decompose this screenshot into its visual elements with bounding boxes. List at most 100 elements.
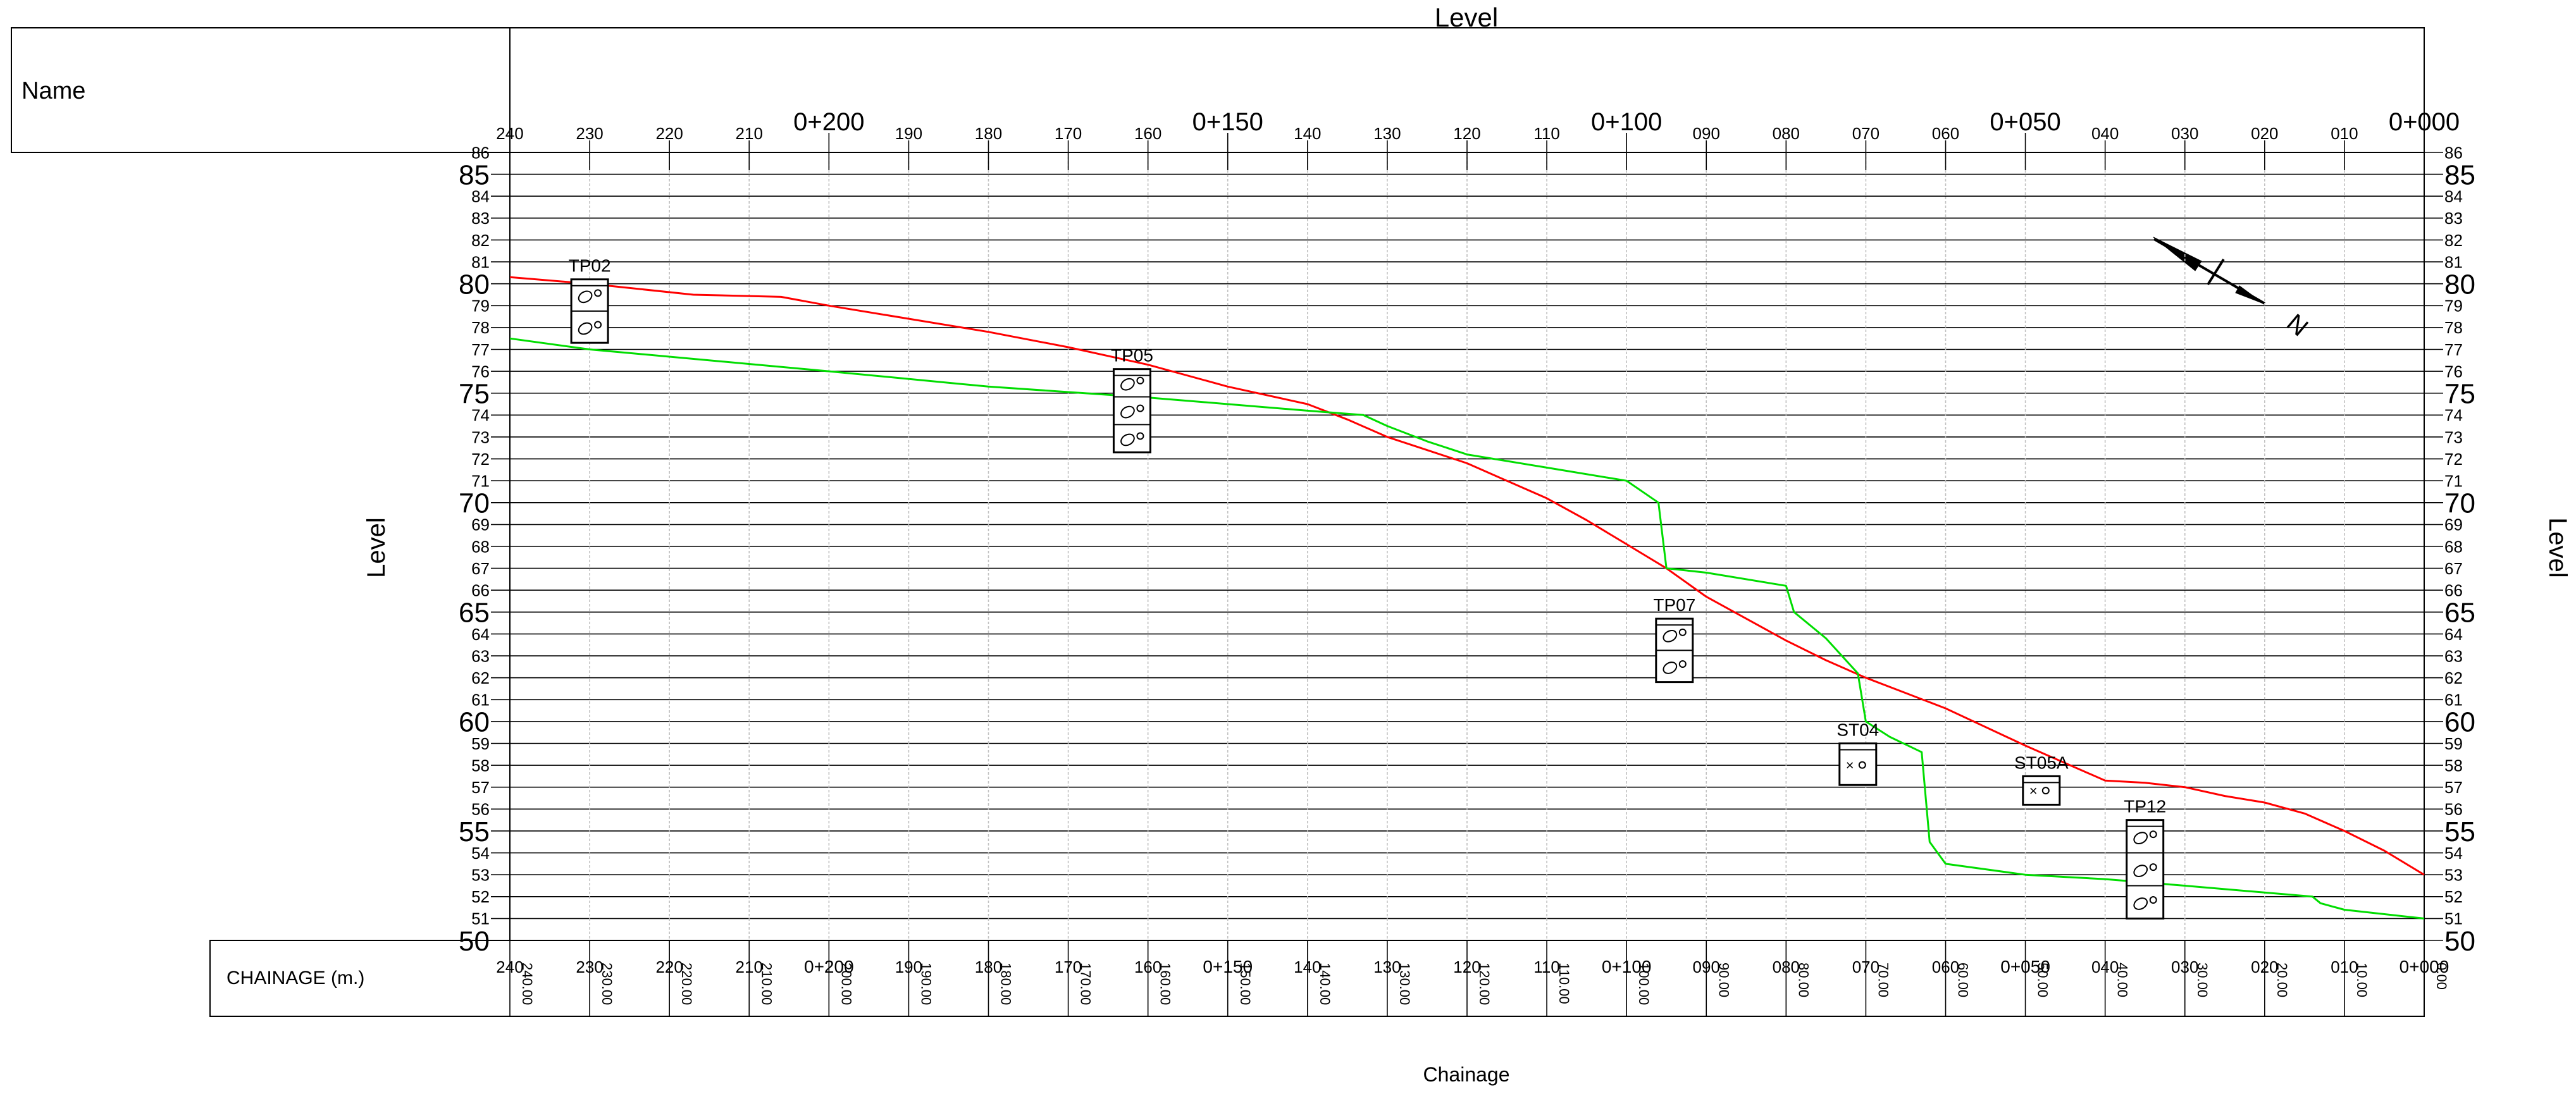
soil-symbol: × — [1846, 758, 1854, 773]
borehole-tp02: TP02 — [569, 256, 611, 344]
top-chainage-label: 020 — [2251, 124, 2278, 143]
left-level-label: 72 — [471, 450, 490, 469]
borehole-label: TP05 — [1111, 346, 1153, 366]
left-level-label: 66 — [471, 581, 490, 600]
soil-symbol — [1136, 404, 1144, 412]
borehole-tp07: TP07 — [1653, 595, 1695, 684]
bottom-chainage-label: 030 — [2171, 957, 2198, 976]
bottom-chainage-label: 160 — [1134, 957, 1161, 976]
left-level-label: 63 — [471, 646, 490, 665]
soil-symbol — [1120, 433, 1135, 446]
bottom-chainage-value: 180.00 — [998, 963, 1014, 1005]
top-chainage-label: 230 — [576, 124, 603, 143]
profile-lines — [509, 276, 2425, 920]
right-level-label: 56 — [2444, 800, 2463, 819]
bottom-chainage-value: 150.00 — [1237, 963, 1253, 1005]
north-label: N — [2281, 309, 2313, 342]
right-level-label: 76 — [2444, 362, 2463, 381]
right-level-label: 55 — [2444, 816, 2475, 847]
left-level-label: 67 — [471, 559, 490, 578]
left-level-label: 60 — [459, 707, 490, 738]
left-level-label: 81 — [471, 252, 490, 271]
left-level-label: 85 — [459, 159, 490, 190]
bottom-chainage-value: 90.00 — [1716, 963, 1731, 997]
soil-symbol — [2133, 897, 2148, 910]
top-chainage-label: 180 — [975, 124, 1002, 143]
borehole-tp05: TP05 — [1111, 346, 1153, 453]
left-level-label: 52 — [471, 887, 490, 906]
top-chainage-label: 0+150 — [1192, 108, 1263, 136]
bottom-chainage-label: 0+200 — [804, 957, 854, 976]
bottom-chainage-value: 80.00 — [1795, 963, 1811, 997]
right-level-label: 59 — [2444, 734, 2463, 753]
left-level-label: 76 — [471, 362, 490, 381]
left-level-label: 58 — [471, 756, 490, 775]
right-level-label: 68 — [2444, 537, 2463, 556]
right-level-label: 61 — [2444, 691, 2463, 710]
right-level-label: 70 — [2444, 488, 2475, 519]
bottom-chainage-label: 0+050 — [2000, 957, 2050, 976]
name-label: Name — [22, 78, 85, 104]
left-level-label: 59 — [471, 734, 490, 753]
bottom-chainage-label: 170 — [1055, 957, 1082, 976]
soil-symbol — [594, 321, 602, 329]
left-level-label: 56 — [471, 800, 490, 819]
bottom-chainage-label: 220 — [655, 957, 683, 976]
bottom-chainage-label: 090 — [1693, 957, 1720, 976]
bottom-chainage-label: 210 — [736, 957, 763, 976]
bottom-chainage-label: 130 — [1373, 957, 1401, 976]
bottom-chainage-value: 160.00 — [1158, 963, 1173, 1005]
left-level-label: 50 — [459, 926, 490, 957]
bottom-chainage-label: 010 — [2331, 957, 2358, 976]
bottom-chainage-value: 190.00 — [918, 963, 934, 1005]
left-level-label: 57 — [471, 778, 490, 797]
bottom-chainage-label: 110 — [1533, 957, 1559, 976]
left-level-label: 75 — [459, 379, 490, 410]
borehole-st05a: × ST05A — [2014, 753, 2069, 806]
soil-symbol — [578, 322, 593, 335]
soil-symbol — [1663, 662, 1678, 674]
bottom-chainage-label: 060 — [1932, 957, 1959, 976]
design-profile-line — [509, 337, 2425, 920]
borehole-label: ST05A — [2014, 753, 2069, 772]
right-level-label: 86 — [2444, 143, 2463, 162]
left-level-label: 74 — [471, 406, 490, 425]
right-level-label: 72 — [2444, 450, 2463, 469]
borehole-logs: TP02 TP05 TP07 × ST04 × ST05A TP12 — [569, 256, 2166, 920]
soil-symbol — [1136, 432, 1144, 440]
bottom-chainage-value: 110.00 — [1556, 963, 1572, 1004]
bottom-chainage-label: 180 — [975, 957, 1002, 976]
right-level-label: 51 — [2444, 909, 2463, 928]
right-level-label: 75 — [2444, 379, 2475, 410]
top-chainage-label: 140 — [1294, 124, 1321, 143]
right-level-label: 63 — [2444, 646, 2463, 665]
left-level-label: 61 — [471, 691, 490, 710]
left-level-label: 51 — [471, 909, 490, 928]
bottom-chainage-label: 240 — [496, 957, 523, 976]
bottom-chainage-value: 40.00 — [2115, 963, 2131, 997]
top-chainage-label: 0+200 — [793, 108, 864, 136]
left-level-label: 53 — [471, 866, 490, 885]
bottom-chainage-value: 60.00 — [1955, 963, 1971, 997]
right-level-label: 82 — [2444, 231, 2463, 250]
top-chainage-label: 030 — [2171, 124, 2198, 143]
bottom-chainage-value: 30.00 — [2195, 963, 2210, 997]
right-level-label: 60 — [2444, 707, 2475, 738]
soil-symbol — [2041, 787, 2050, 795]
top-chainage-label: 130 — [1373, 124, 1401, 143]
top-chainage-label: 110 — [1533, 124, 1559, 143]
right-level-label: 83 — [2444, 209, 2463, 228]
bottom-chainage-label: 0+100 — [1602, 957, 1652, 976]
bottom-chainage-value: 20.00 — [2274, 963, 2290, 997]
drawing-title: Level — [1435, 3, 1498, 32]
right-level-label: 66 — [2444, 581, 2463, 600]
bottom-chainage-label: 190 — [895, 957, 922, 976]
soil-symbol: × — [2029, 783, 2038, 799]
left-level-label: 73 — [471, 428, 490, 446]
bottom-chainage-label: 230 — [576, 957, 603, 976]
bottom-chainage-value: 240.00 — [519, 963, 535, 1005]
soil-symbol — [2149, 896, 2157, 904]
bottom-chainage-value: 220.00 — [679, 963, 695, 1005]
bottom-chainage-value: 0.00 — [2434, 963, 2449, 990]
